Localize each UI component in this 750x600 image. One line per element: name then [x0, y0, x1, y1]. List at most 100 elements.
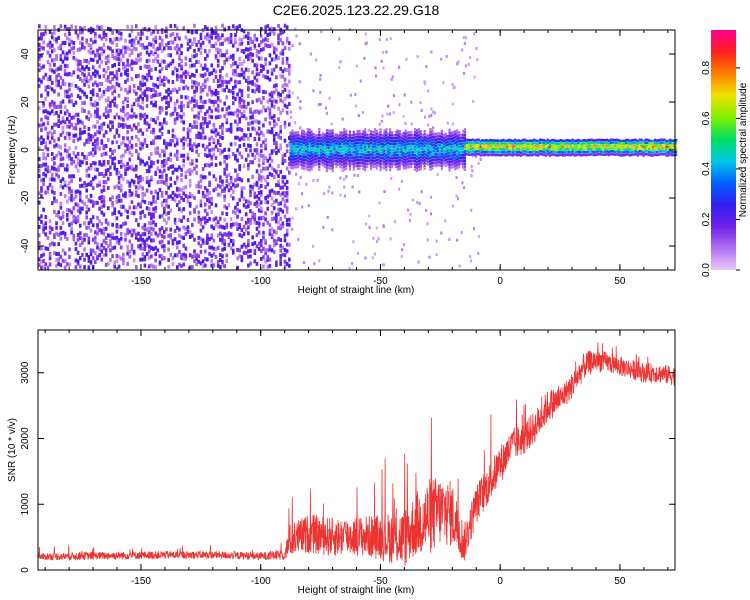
spectrogram-cell	[76, 33, 80, 38]
spectrogram-cell	[565, 138, 568, 142]
spectrogram-cell	[81, 160, 84, 165]
spectrogram-cell	[175, 68, 179, 73]
spectrogram-cell	[109, 147, 112, 152]
spectrogram-cell	[413, 145, 417, 148]
spectrogram-cell	[299, 126, 302, 130]
spectrogram-cell	[579, 145, 582, 148]
spectrogram-cell	[109, 165, 112, 170]
spectrogram-cell	[485, 147, 488, 151]
spectrogram-cell	[583, 144, 586, 148]
spectrogram-cell	[227, 147, 231, 152]
spectrogram-cell	[377, 132, 380, 135]
spectrogram-cell	[182, 153, 186, 158]
spectrogram-cell	[305, 166, 308, 170]
spectrogram-cell	[411, 198, 415, 202]
spectrogram-cell	[312, 133, 315, 136]
spectrogram-cell	[346, 134, 350, 137]
spectrogram-cell	[53, 191, 56, 196]
spectrogram-cell	[55, 143, 58, 148]
spectrogram-cell	[68, 42, 71, 47]
spectrogram-cell	[203, 202, 207, 207]
spectrogram-cell	[306, 136, 309, 140]
spectrogram-cell	[322, 192, 326, 196]
spectrogram-cell	[249, 55, 252, 60]
spectrogram-cell	[323, 150, 327, 154]
spectrogram-cell	[117, 185, 121, 190]
spectrogram-cell	[195, 149, 198, 154]
spectrogram-cell	[463, 165, 466, 169]
spectrogram-cell	[428, 255, 431, 259]
spectrogram-cell	[197, 115, 201, 120]
spectrogram-cell	[206, 122, 209, 127]
spectrogram-cell	[66, 131, 69, 136]
spectrogram-cell	[169, 152, 173, 157]
spectrogram-cell	[46, 60, 50, 65]
spectrogram-cell	[508, 150, 511, 153]
spectrogram-cell	[318, 156, 321, 160]
spectrogram-cell	[203, 163, 207, 168]
spectrogram-cell	[471, 149, 475, 153]
spectrogram-cell	[89, 43, 93, 48]
spectrogram-cell	[180, 104, 183, 109]
spectrogram-cell	[257, 137, 261, 142]
spectrogram-cell	[160, 174, 164, 179]
spectrogram-cell	[381, 162, 384, 166]
spectrogram-cell	[106, 159, 110, 164]
spectrogram-cell	[50, 151, 54, 156]
spectrogram-cell	[450, 166, 453, 169]
spectrogram-cell	[435, 253, 438, 257]
spectrogram-cell	[454, 141, 457, 145]
spectrogram-cell	[171, 238, 175, 243]
spectrogram-cell	[87, 225, 91, 230]
spectrogram-cell	[281, 48, 285, 53]
spectrogram-cell	[68, 247, 71, 252]
spectrogram-cell	[325, 163, 329, 167]
spectrogram-cell	[50, 125, 54, 130]
spectrogram-cell	[175, 43, 179, 48]
spectrogram-cell	[236, 183, 239, 188]
spectrogram-cell	[277, 33, 280, 38]
spectrogram-cell	[81, 45, 84, 50]
spectrogram-cell	[425, 153, 428, 157]
spectrogram-cell	[208, 216, 211, 221]
spectrogram-cell	[417, 128, 421, 131]
spectrogram-cell	[365, 41, 368, 45]
spectrogram-cell	[281, 252, 285, 257]
spectrogram-cell	[78, 223, 82, 228]
spectrogram-cell	[540, 147, 544, 150]
spectrogram-cell	[191, 233, 194, 238]
spectrogram-cell	[122, 45, 125, 50]
spectrogram-cell	[98, 87, 101, 92]
spectrogram-cell	[352, 139, 355, 142]
spectrogram-cell	[255, 53, 259, 58]
spectrogram-cell	[113, 55, 117, 60]
spectrogram-cell	[652, 151, 655, 154]
spectrogram-cell	[63, 68, 67, 73]
spectrogram-cell	[132, 89, 136, 94]
spectrogram-cell	[279, 248, 282, 253]
spectrogram-cell	[158, 62, 162, 67]
spectrogram-cell	[193, 120, 196, 125]
spectrogram-cell	[70, 161, 73, 166]
spectrogram-cell	[327, 158, 330, 161]
spectrogram-cell	[212, 103, 216, 108]
spectrogram-cell	[329, 155, 332, 159]
spectrogram-cell	[165, 95, 168, 100]
spectrogram-cell	[113, 245, 117, 250]
spectrogram-cell	[236, 247, 239, 252]
spectrogram-cell	[175, 177, 179, 182]
spectrogram-cell	[126, 46, 129, 51]
spectrogram-cell	[642, 151, 645, 154]
spectrogram-cell	[556, 151, 559, 154]
spectrogram-cell	[285, 218, 289, 223]
spectrogram-cell	[219, 48, 222, 53]
spectrogram-cell	[270, 42, 274, 47]
spectrogram-cell	[175, 152, 179, 157]
spectrogram-cell	[619, 142, 622, 146]
spectrogram-cell	[109, 37, 112, 42]
spectrogram-cell	[182, 26, 186, 31]
spectrogram-cell	[55, 74, 58, 79]
spectrogram-cell	[500, 139, 503, 142]
spectrogram-cell	[38, 68, 41, 73]
spectrogram-cell	[433, 144, 436, 147]
